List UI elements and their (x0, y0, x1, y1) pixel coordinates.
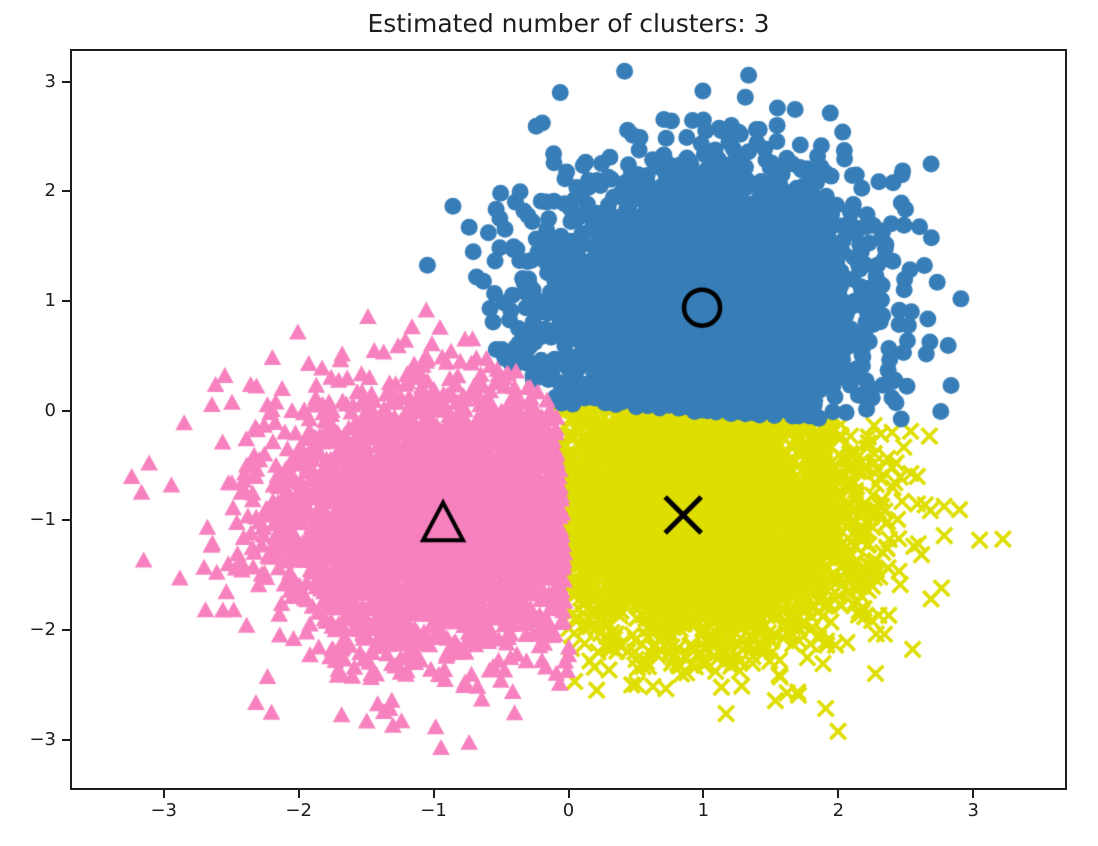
y-tick-mark (62, 629, 70, 632)
x-tick-mark (297, 790, 300, 798)
x-tick-label: −2 (285, 800, 312, 821)
x-tick-mark (567, 790, 570, 798)
y-tick-mark (62, 519, 70, 522)
scatter-canvas (72, 51, 1065, 788)
x-tick-label: −1 (420, 800, 447, 821)
chart-title: Estimated number of clusters: 3 (367, 9, 770, 38)
y-tick-mark (62, 80, 70, 83)
y-tick-mark (62, 738, 70, 741)
x-tick-label: 0 (562, 800, 575, 821)
x-tick-mark (837, 790, 840, 798)
y-tick-label: −2 (29, 619, 56, 641)
x-tick-mark (702, 790, 705, 798)
x-tick-label: −3 (150, 800, 177, 821)
y-tick-label: −3 (29, 728, 56, 750)
y-tick-label: 3 (44, 70, 56, 92)
y-tick-mark (62, 300, 70, 303)
x-tick-mark (432, 790, 435, 798)
x-tick-mark (972, 790, 975, 798)
y-tick-label: 2 (44, 180, 56, 202)
x-tick-mark (162, 790, 165, 798)
y-tick-label: 0 (44, 399, 56, 421)
y-tick-label: −1 (29, 509, 56, 531)
x-tick-label: 1 (697, 800, 710, 821)
x-tick-label: 2 (832, 800, 845, 821)
plot-area (70, 49, 1067, 790)
y-tick-mark (62, 409, 70, 412)
y-tick-label: 1 (44, 290, 56, 312)
x-tick-label: 3 (967, 800, 979, 821)
y-tick-mark (62, 190, 70, 193)
